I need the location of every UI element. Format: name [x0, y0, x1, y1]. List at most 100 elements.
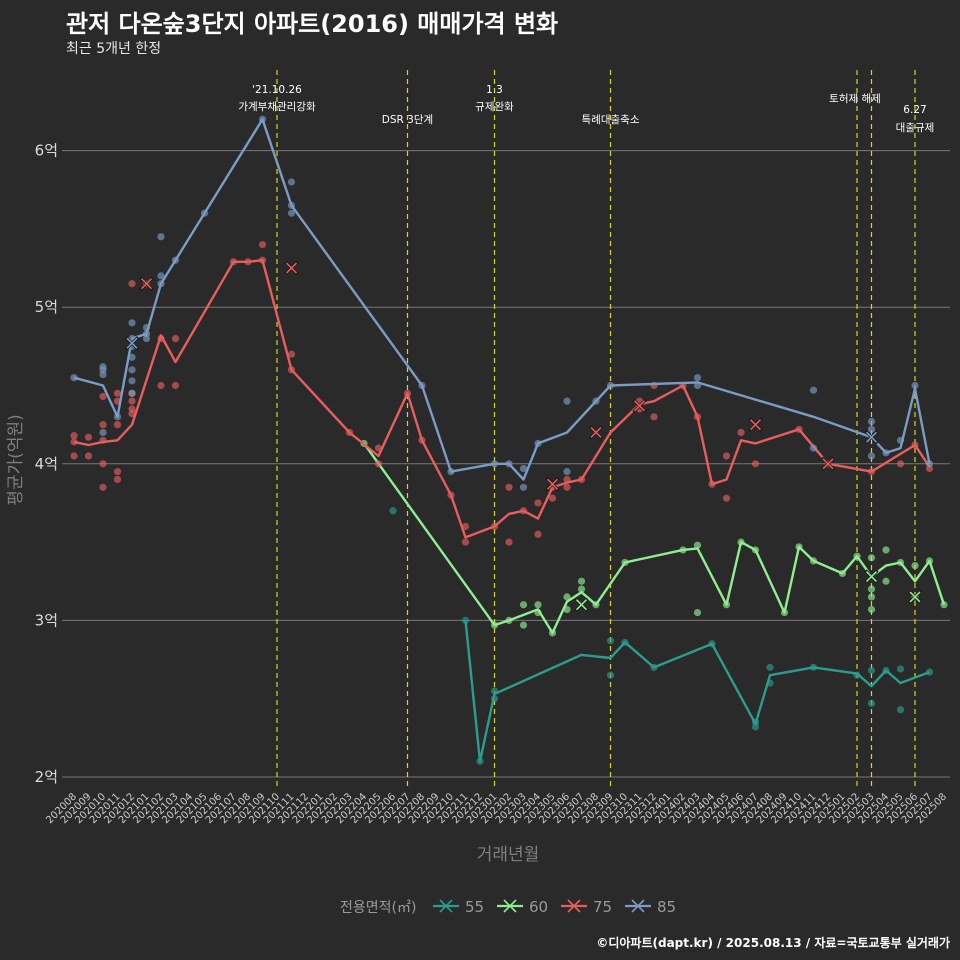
point-75	[84, 433, 93, 441]
point-85	[563, 468, 571, 476]
point-60	[882, 577, 890, 585]
point-75	[258, 240, 267, 249]
legend-label-85: 85	[657, 898, 676, 916]
point-60	[563, 593, 571, 601]
marker-60	[575, 599, 588, 611]
legend-marker-60	[503, 899, 517, 913]
point-85	[911, 381, 919, 390]
legend: 전용면적(㎡) 55 60 75 85	[340, 898, 676, 916]
point-55	[867, 699, 876, 707]
point-60	[519, 601, 528, 609]
point-55	[389, 507, 397, 515]
x-axis-title: 거래년월	[477, 845, 540, 865]
point-85	[99, 428, 107, 437]
point-60	[693, 541, 702, 549]
point-75	[563, 483, 571, 491]
point-85	[142, 334, 151, 343]
point-60	[534, 601, 542, 609]
point-85	[693, 374, 702, 382]
point-85	[809, 386, 818, 394]
point-85	[867, 425, 876, 433]
series-layer	[70, 115, 948, 765]
y-axis-title: 평균가(억원)	[6, 414, 26, 505]
point-75	[461, 522, 470, 531]
marker-85	[126, 337, 138, 349]
point-85	[70, 374, 78, 382]
event-label: 가계부채관리강화	[238, 101, 316, 113]
y-axis: 2억 3억 4억 5억 6억	[35, 142, 58, 786]
point-55	[896, 665, 905, 673]
point-60	[867, 585, 876, 593]
line-60	[363, 442, 946, 635]
point-85	[563, 397, 571, 405]
point-85	[287, 178, 296, 186]
point-75	[70, 432, 78, 440]
point-60	[882, 546, 890, 554]
point-75	[505, 483, 513, 491]
point-85	[287, 209, 296, 217]
point-75	[113, 468, 122, 476]
point-60	[867, 554, 876, 562]
marker-75	[590, 426, 602, 439]
chart-subtitle: 최근 5개년 한정	[66, 41, 162, 57]
point-85	[519, 483, 528, 491]
y-tick-label: 2억	[35, 768, 58, 786]
point-75	[99, 483, 107, 491]
point-75	[84, 452, 93, 460]
point-75	[113, 421, 122, 429]
y-tick-label: 6억	[35, 142, 58, 160]
event-label: 대출규제	[896, 122, 935, 134]
point-55	[896, 706, 905, 714]
legend-label-75: 75	[593, 898, 612, 916]
point-85	[157, 272, 165, 280]
legend-marker-75	[567, 899, 581, 913]
point-75	[128, 280, 136, 288]
series-85	[70, 115, 934, 491]
point-55	[606, 637, 615, 645]
point-75	[70, 452, 78, 460]
point-55	[867, 666, 876, 675]
point-75	[99, 392, 107, 401]
line-75	[73, 259, 931, 539]
point-85	[128, 319, 136, 327]
point-85	[128, 366, 136, 374]
point-85	[128, 377, 136, 385]
point-75	[896, 460, 905, 468]
point-60	[577, 585, 586, 593]
point-85	[157, 233, 165, 241]
point-75	[548, 494, 557, 502]
point-85	[128, 353, 136, 361]
marker-60	[865, 570, 878, 583]
line-85	[73, 118, 931, 481]
y-tick-label: 5억	[35, 298, 58, 316]
point-60	[693, 608, 702, 617]
point-60	[577, 577, 586, 585]
event-label: DSR 3단계	[382, 114, 433, 126]
point-75	[737, 428, 745, 437]
point-75	[113, 475, 122, 484]
event-label: 6.27	[903, 104, 926, 116]
legend-marker-55	[439, 899, 453, 913]
marker-75	[822, 458, 834, 470]
legend-title: 전용면적(㎡)	[340, 900, 416, 916]
event-label: 특례대출축소	[582, 114, 640, 126]
marker-75	[749, 419, 762, 431]
point-60	[867, 593, 876, 601]
point-75	[128, 397, 136, 405]
point-75	[722, 494, 731, 502]
point-75	[287, 350, 296, 358]
source-caption: ©디아파트(dapt.kr) / 2025.08.13 / 자료=국토교통부 실…	[596, 936, 950, 950]
marker-75	[546, 478, 559, 490]
event-label: 규제완화	[475, 100, 514, 113]
point-55	[606, 671, 615, 679]
point-75	[99, 421, 107, 429]
point-55	[766, 663, 774, 671]
y-tick-label: 3억	[35, 611, 58, 629]
point-60	[519, 621, 528, 629]
point-75	[374, 460, 383, 468]
point-75	[171, 381, 180, 390]
point-85	[809, 444, 818, 452]
marker-75	[633, 400, 646, 412]
